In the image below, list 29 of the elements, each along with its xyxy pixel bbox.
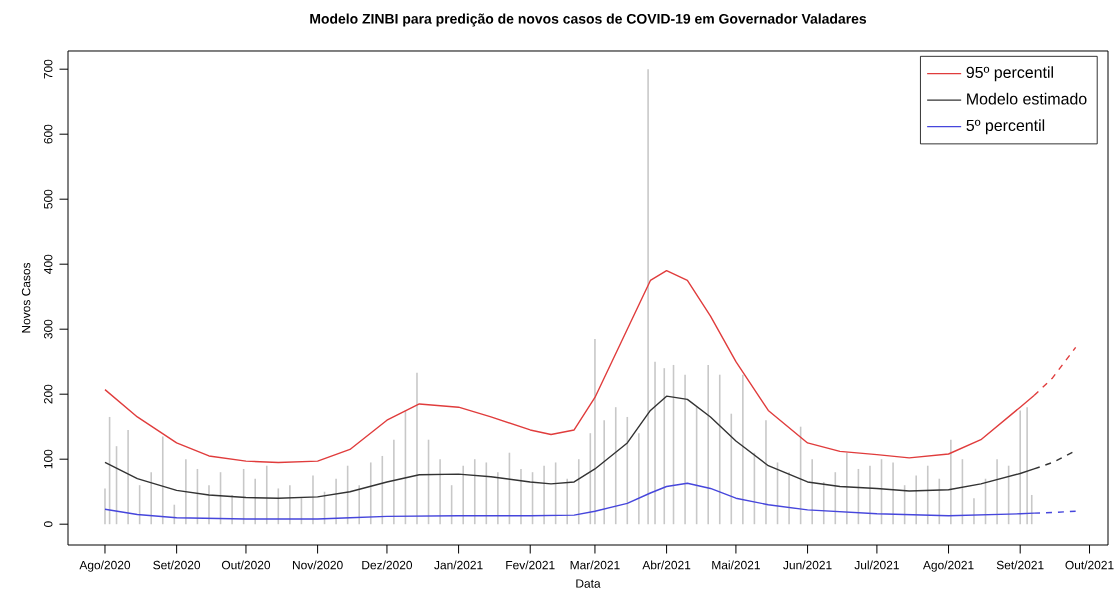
x-tick-label: Abr/2021 bbox=[642, 560, 691, 570]
x-axis-title: Data bbox=[576, 579, 601, 588]
y-tick-label: 300 bbox=[43, 319, 53, 339]
legend-label: 95º percentil bbox=[966, 66, 1053, 82]
x-tick-label: Ago/2020 bbox=[79, 560, 131, 572]
y-tick-label: 200 bbox=[43, 384, 53, 404]
y-tick-label: 100 bbox=[43, 449, 53, 469]
x-tick-label: Nov/2020 bbox=[292, 560, 343, 570]
legend-label: Modelo estimado bbox=[967, 92, 1087, 105]
x-tick-label: Mai/2021 bbox=[712, 560, 760, 570]
chart-title: Modelo ZINBI para predição de novos casos de COVID-19 em Governador Valadares bbox=[310, 13, 867, 27]
x-tick-label: Mar/2021 bbox=[570, 560, 620, 570]
x-tick-label: Jun/2021 bbox=[783, 560, 832, 570]
x-tick-label: Out/2020 bbox=[221, 560, 271, 570]
x-tick-label: Ago/2021 bbox=[922, 560, 974, 572]
y-tick-label: 600 bbox=[43, 124, 53, 144]
y-tick-label: 700 bbox=[43, 59, 53, 79]
x-tick-label: Set/2021 bbox=[996, 560, 1044, 570]
x-tick-label: Fev/2021 bbox=[506, 560, 555, 570]
x-tick-label: Jan/2021 bbox=[434, 560, 483, 570]
x-tick-label: Dez/2020 bbox=[362, 560, 413, 570]
x-tick-label: Jul/2021 bbox=[854, 560, 899, 570]
legend-label: 5º percentil bbox=[966, 119, 1045, 135]
x-tick-label: Set/2020 bbox=[153, 560, 201, 570]
y-tick-label: 500 bbox=[43, 189, 53, 209]
y-axis-title: Novos Casos bbox=[21, 262, 31, 333]
y-tick-label: 400 bbox=[43, 254, 53, 274]
y-tick-label: 0 bbox=[43, 521, 53, 528]
x-tick-label: Out/2021 bbox=[1065, 560, 1114, 570]
